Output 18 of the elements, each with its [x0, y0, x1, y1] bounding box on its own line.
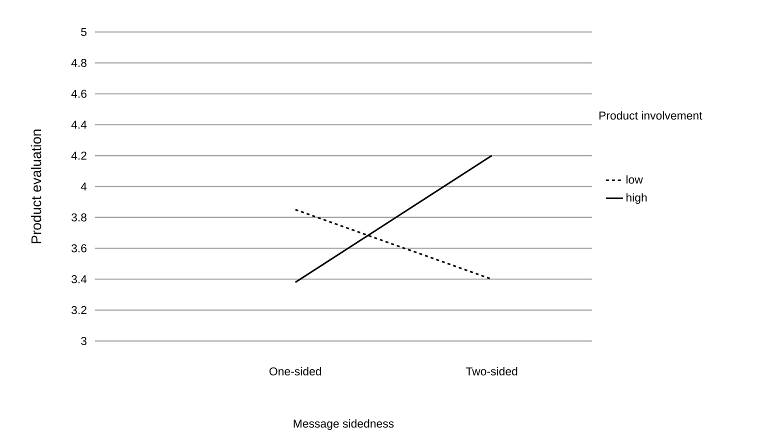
- x-axis-title: Message sidedness: [294, 419, 394, 430]
- y-tick-label: 3.2: [71, 306, 86, 314]
- legend-label: low: [626, 175, 643, 184]
- y-tick-label: 5: [81, 28, 86, 36]
- y-tick-label: 4.2: [71, 152, 86, 160]
- y-tick-label: 3.6: [71, 244, 86, 252]
- y-axis-title: Product evaluation: [30, 130, 42, 244]
- y-tick-label: 3.4: [71, 275, 87, 284]
- y-tick-label: 4.6: [71, 90, 86, 98]
- y-tick-label: 4.4: [71, 120, 87, 129]
- legend-title: Product involvement: [599, 111, 702, 120]
- y-tick-label: 4: [80, 182, 87, 190]
- y-tick-label: 4.8: [71, 58, 86, 67]
- x-tick-label: One-sided: [269, 367, 322, 376]
- y-tick-label: 3.8: [71, 213, 86, 222]
- y-tick-label: 3: [81, 336, 86, 346]
- legend-label: high: [626, 193, 647, 204]
- x-tick-label: Two-sided: [466, 367, 518, 376]
